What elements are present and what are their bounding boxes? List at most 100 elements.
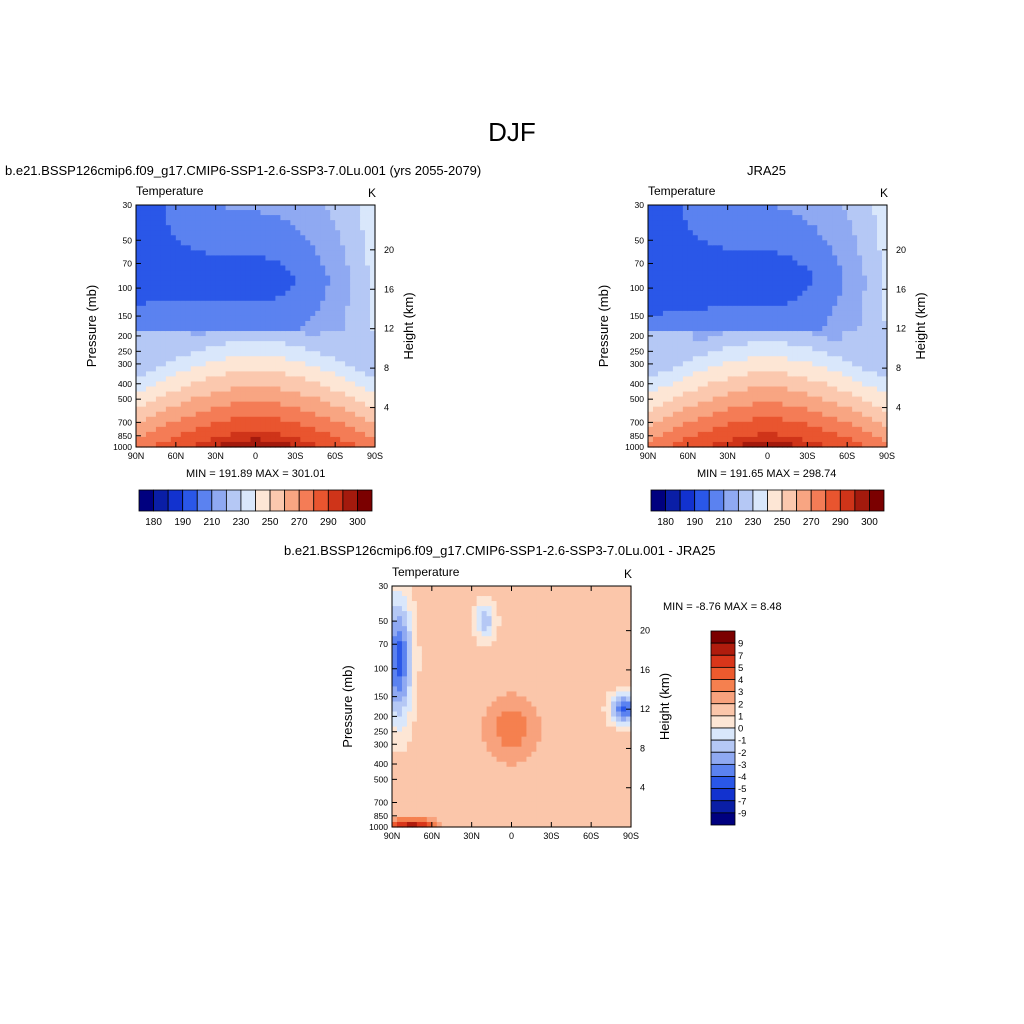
- contour-cell: [185, 265, 192, 272]
- contour-cell: [822, 326, 828, 332]
- contour-cell: [345, 255, 351, 262]
- contour-cell: [305, 250, 311, 257]
- contour-cell: [220, 391, 227, 398]
- contour-cell: [340, 361, 346, 367]
- contour-cell: [727, 305, 734, 312]
- contour-cell: [392, 591, 398, 597]
- contour-cell: [877, 310, 883, 317]
- contour-cell: [697, 315, 704, 322]
- contour-cell: [225, 436, 232, 443]
- contour-cell: [767, 431, 774, 438]
- contour-cell: [230, 411, 237, 418]
- contour-cell: [857, 326, 863, 332]
- contour-cell: [832, 406, 838, 413]
- contour-cell: [300, 381, 306, 388]
- contour-cell: [260, 270, 267, 277]
- contour-cell: [185, 260, 192, 267]
- contour-cell: [145, 215, 152, 221]
- contour-cell: [180, 225, 187, 231]
- contour-cell: [787, 235, 793, 241]
- contour-cell: [687, 351, 694, 357]
- x-tick-label: 60S: [839, 451, 855, 461]
- contour-cell: [747, 386, 754, 393]
- contour-cell: [877, 436, 883, 443]
- contour-cell: [145, 366, 152, 372]
- contour-cell: [677, 280, 684, 287]
- contour-cell: [330, 366, 336, 372]
- contour-cell: [235, 310, 242, 317]
- contour-cell: [175, 341, 182, 347]
- contour-cell: [340, 320, 346, 327]
- contour-cell: [205, 376, 212, 383]
- contour-cell: [355, 371, 361, 378]
- contour-cell: [707, 305, 714, 312]
- contour-cell: [852, 225, 858, 231]
- contour-cell: [847, 215, 853, 221]
- contour-cell: [260, 336, 267, 342]
- contour-cell: [165, 421, 172, 428]
- contour-cell: [396, 666, 403, 672]
- contour-cell: [807, 310, 813, 317]
- contour-cell: [792, 346, 798, 352]
- contour-cell: [767, 376, 774, 383]
- contour-cell: [692, 225, 699, 231]
- y-tick-label: 400: [118, 379, 132, 389]
- contour-cell: [325, 250, 331, 257]
- contour-cell: [767, 230, 774, 236]
- contour-cell: [345, 331, 351, 337]
- contour-cell: [872, 441, 878, 448]
- contour-cell: [325, 230, 331, 236]
- contour-cell: [832, 315, 838, 322]
- contour-cell: [240, 295, 247, 302]
- contour-cell: [260, 326, 267, 332]
- contour-cell: [190, 270, 197, 277]
- contour-cell: [215, 255, 222, 262]
- contour-cell: [325, 406, 331, 413]
- contour-cell: [847, 295, 853, 302]
- contour-cell: [772, 401, 779, 408]
- contour-cell: [165, 210, 172, 216]
- contour-cell: [180, 305, 187, 312]
- contour-cell: [235, 245, 242, 251]
- contour-cell: [867, 426, 873, 433]
- contour-cell: [827, 215, 833, 221]
- contour-cell: [712, 381, 719, 388]
- contour-cell: [707, 346, 714, 352]
- contour-cell: [225, 300, 232, 307]
- contour-cell: [772, 285, 779, 292]
- contour-cell: [652, 406, 659, 413]
- contour-cell: [652, 391, 659, 398]
- contour-cell: [787, 411, 793, 418]
- contour-cell: [240, 210, 247, 216]
- contour-cell: [877, 315, 883, 322]
- contour-cell: [160, 315, 167, 322]
- contour-cell: [882, 295, 888, 302]
- contour-cell: [652, 336, 659, 342]
- contour-cell: [150, 275, 157, 282]
- contour-cell: [315, 260, 321, 267]
- contour-cell: [762, 295, 769, 302]
- contour-cell: [285, 225, 291, 231]
- contour-cell: [752, 235, 759, 241]
- contour-cell: [862, 411, 868, 418]
- contour-cell: [355, 315, 361, 322]
- contour-cell: [667, 205, 674, 211]
- contour-cell: [867, 391, 873, 398]
- contour-cell: [275, 275, 281, 282]
- contour-cell: [857, 205, 863, 211]
- contour-cell: [787, 406, 793, 413]
- contour-cell: [265, 270, 272, 277]
- contour-cell: [230, 290, 237, 297]
- contour-cell: [852, 220, 858, 226]
- contour-cell: [160, 285, 167, 292]
- contour-cell: [310, 396, 316, 403]
- contour-cell: [145, 401, 152, 408]
- contour-cell: [648, 351, 654, 357]
- contour-cell: [852, 300, 858, 307]
- contour-cell: [862, 376, 868, 383]
- contour-cell: [145, 280, 152, 287]
- contour-cell: [165, 386, 172, 393]
- contour-cell: [722, 310, 729, 317]
- contour-cell: [265, 376, 272, 383]
- contour-cell: [882, 346, 888, 352]
